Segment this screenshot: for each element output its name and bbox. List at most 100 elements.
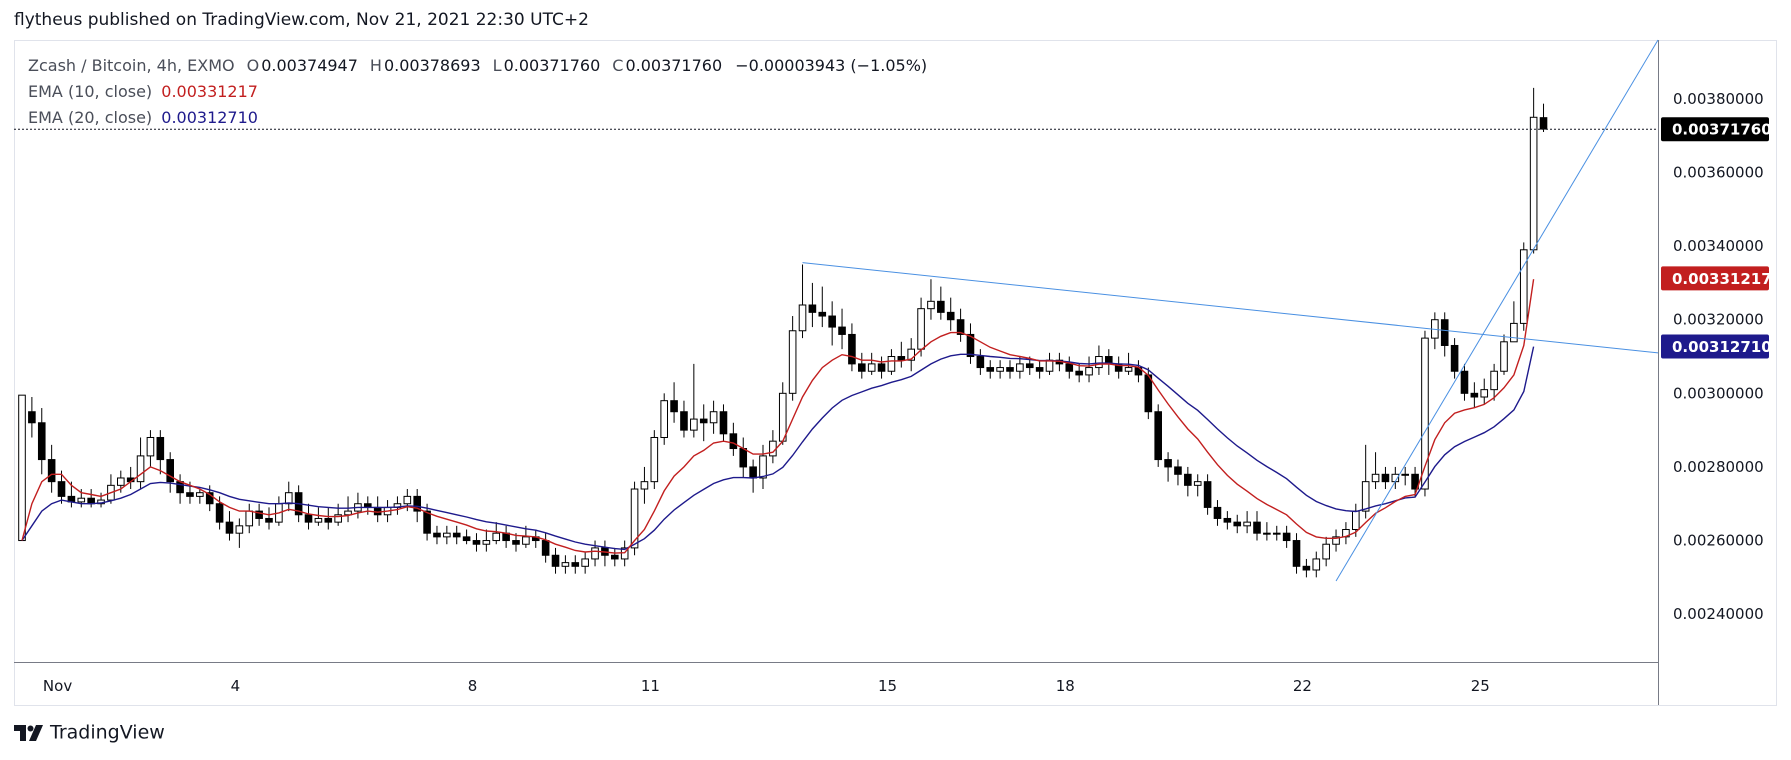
legend-ema10-row[interactable]: EMA (10, close) 0.00331217 — [28, 79, 927, 105]
candle-body — [1539, 117, 1548, 130]
candle-body — [492, 532, 501, 542]
time-tick-label: 15 — [878, 677, 897, 695]
price-tick-label: 0.00380000 — [1673, 90, 1764, 108]
candle-body — [591, 547, 599, 560]
candle-body — [176, 481, 184, 494]
candle — [275, 496, 283, 526]
candle — [848, 323, 856, 372]
candle-body — [1174, 466, 1182, 475]
candle — [18, 394, 26, 542]
candle — [255, 503, 263, 526]
candle-body — [828, 315, 836, 328]
candle — [512, 533, 520, 552]
candle-body — [719, 411, 728, 435]
candle-body — [858, 363, 866, 372]
candle — [828, 301, 836, 346]
candle — [1292, 533, 1301, 574]
candle — [660, 393, 669, 445]
legend-ema20-row[interactable]: EMA (20, close) 0.00312710 — [28, 105, 927, 131]
time-tick-label: 11 — [641, 677, 660, 695]
time-axis[interactable]: Nov 4 8 11 15 18 22 25 — [43, 677, 1490, 695]
trendline-group[interactable] — [802, 39, 1659, 582]
candle-body — [956, 319, 965, 335]
candle — [37, 408, 46, 475]
candle-body — [1381, 473, 1390, 483]
candle-body — [255, 510, 263, 519]
ema20-label: EMA (20, close) — [28, 108, 153, 127]
ema20-price-label: 0.00312710 — [1661, 334, 1772, 359]
candle — [284, 481, 293, 512]
candle-body — [1470, 392, 1479, 398]
trendline-2[interactable] — [1335, 39, 1659, 582]
candle-body — [205, 492, 214, 505]
candle-body — [581, 558, 589, 567]
candle — [393, 496, 402, 515]
chart-frame — [14, 40, 1777, 706]
candle — [976, 349, 985, 375]
candle — [798, 264, 807, 339]
candle-body — [541, 540, 550, 556]
candle-body — [117, 477, 125, 486]
candle — [1371, 452, 1380, 490]
candle — [1006, 360, 1014, 379]
candle-body — [304, 514, 313, 523]
candle-body — [680, 411, 688, 431]
candle-body — [808, 304, 817, 313]
candle — [729, 422, 738, 456]
candle-body — [611, 554, 619, 560]
candle — [1016, 356, 1024, 379]
footer-brand-text: TradingView — [50, 721, 165, 744]
candle-body — [1095, 356, 1103, 369]
candle — [739, 437, 748, 478]
candle — [304, 503, 313, 530]
candle-body — [996, 367, 1004, 372]
candle-body — [522, 536, 530, 545]
candle — [571, 555, 580, 574]
candle — [1233, 514, 1242, 534]
candle-body — [709, 411, 718, 424]
candle — [47, 444, 56, 493]
candle-body — [1025, 363, 1034, 369]
candle — [561, 555, 570, 574]
candle-body — [1411, 473, 1419, 490]
price-axis[interactable]: 0.00380000 0.00360000 0.00340000 0.00320000… — [1673, 90, 1764, 623]
candle-body — [433, 532, 441, 538]
footer-brand[interactable]: TradingView — [14, 721, 165, 744]
candle-body — [186, 492, 194, 497]
candle — [1114, 356, 1123, 379]
candle-body — [1164, 459, 1172, 468]
candle-body — [1045, 359, 1054, 372]
candle — [1105, 349, 1113, 375]
candle — [1431, 312, 1439, 350]
candle-body — [1460, 370, 1469, 394]
trendline-1[interactable] — [802, 262, 1659, 354]
price-tick-label: 0.00240000 — [1673, 605, 1764, 623]
price-tick-label: 0.00260000 — [1673, 532, 1764, 550]
candle — [1490, 363, 1498, 401]
candle-body — [18, 394, 26, 542]
candle-body — [1480, 389, 1489, 398]
candle-body — [1203, 481, 1212, 508]
symbol-title[interactable]: Zcash / Bitcoin, 4h, EXMO — [28, 56, 235, 75]
candle — [1519, 242, 1528, 331]
last-price-label: 0.00371760 — [1661, 117, 1772, 142]
candle — [867, 352, 876, 375]
candle — [966, 323, 975, 364]
legend-symbol-row: Zcash / Bitcoin, 4h, EXMO O 0.00374947 H 0.0… — [28, 53, 927, 79]
candle-body — [1529, 116, 1538, 251]
candle — [887, 349, 896, 375]
candle — [818, 286, 827, 328]
candle-body — [1085, 367, 1093, 376]
candle — [166, 452, 174, 493]
candle — [107, 474, 115, 504]
candle — [699, 404, 708, 442]
candle — [1500, 334, 1508, 375]
candle-body — [946, 311, 955, 321]
candle-body — [1144, 374, 1153, 413]
close-label: C — [612, 56, 624, 75]
candle — [1282, 525, 1291, 548]
candle — [176, 474, 184, 504]
candle-body — [1075, 370, 1083, 376]
candle-body — [28, 411, 36, 424]
